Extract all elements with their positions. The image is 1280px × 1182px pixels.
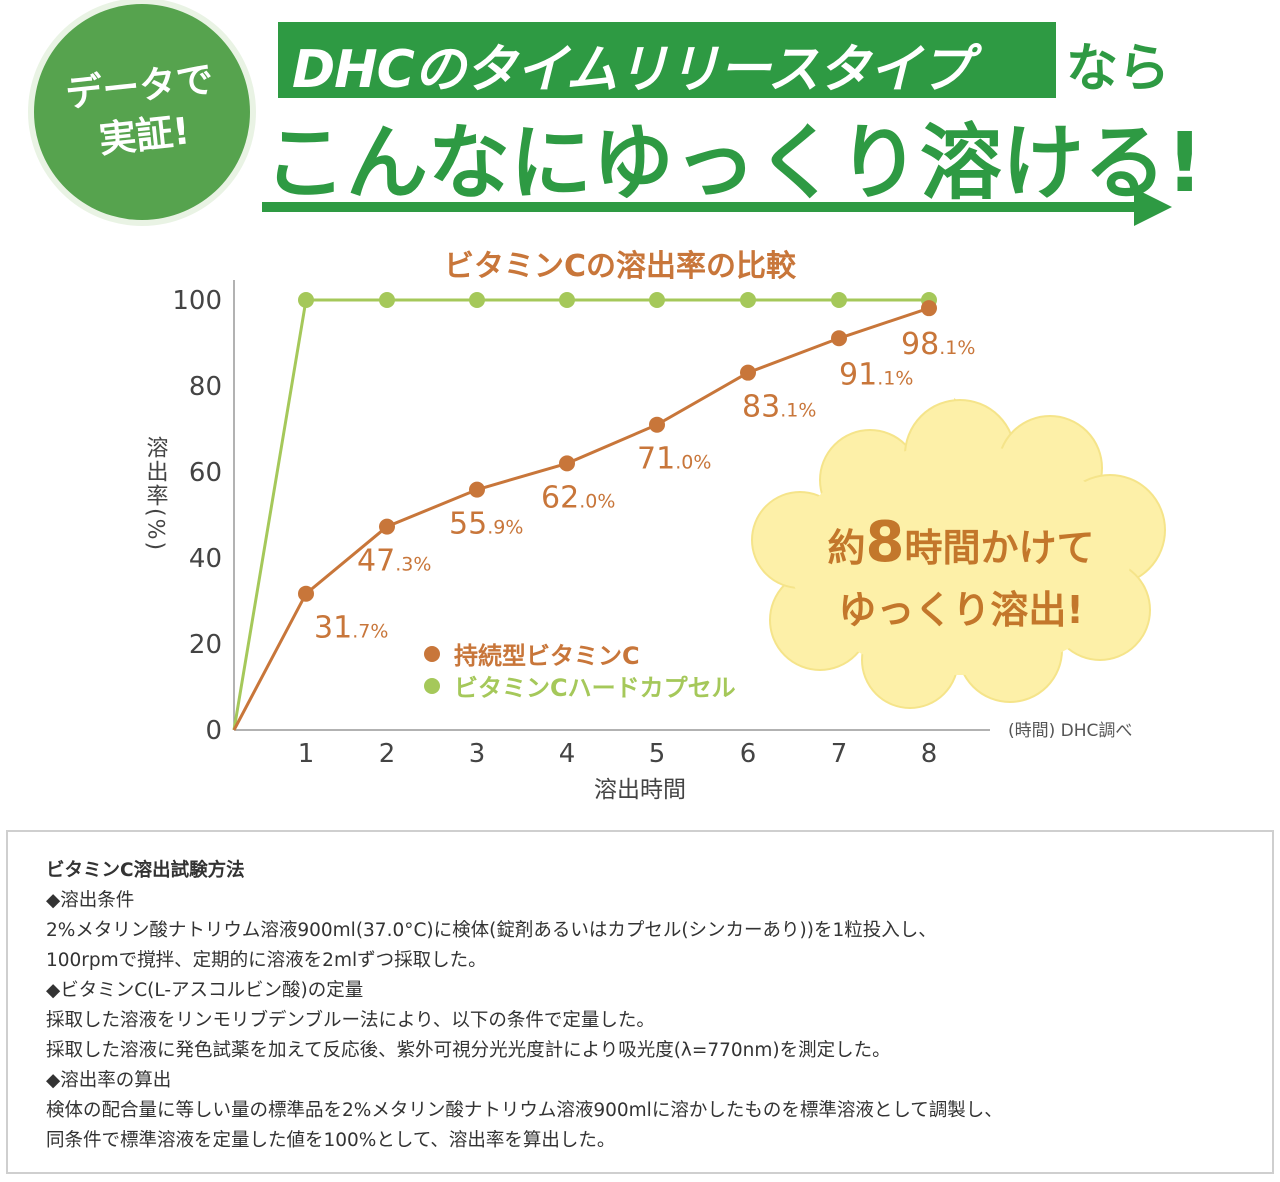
x-tick-label: 5 (649, 739, 666, 769)
method-line: 2%メタリン酸ナトリウム溶液900ml(37.0°C)に検体(錠剤あるいはカプセ… (46, 920, 937, 941)
chart-title: ビタミンCの溶出率の比較 (444, 249, 797, 284)
method-line: 同条件で標準溶液を定量した値を100%として、溶出率を算出した。 (46, 1130, 616, 1151)
headline-boxed-text: DHCのタイムリリースタイプ (292, 40, 972, 100)
capsule-series-point (469, 292, 485, 308)
x-tick-label: 3 (469, 739, 486, 769)
x-tick-label: 8 (921, 739, 938, 769)
legend-marker-orange (424, 646, 440, 662)
method-line: 採取した溶液をリンモリブデンブルー法により、以下の条件で定量した。 (46, 1010, 655, 1031)
callout-post: 時間かけて (904, 526, 1095, 570)
data-label: 47.3% (357, 544, 431, 579)
x-tick-label: 4 (559, 739, 576, 769)
method-line: 検体の配合量に等しい量の標準品を2%メタリン酸ナトリウム溶液900mlに溶かした… (46, 1100, 1003, 1121)
callout-pre: 約 (827, 526, 866, 570)
headline-arrow-icon (262, 188, 1172, 226)
y-tick-label: 20 (189, 630, 222, 660)
headline-main: こんなにゆっくり溶ける! (264, 116, 1204, 211)
sustained-series-point (379, 518, 395, 535)
callout-line-2: ゆっくり溶出! (838, 588, 1084, 633)
callout-number: 8 (865, 510, 905, 575)
method-line: 100rpmで撹拌、定期的に溶液を2mlずつ採取した。 (46, 950, 487, 971)
sustained-series-point (921, 300, 937, 317)
data-label: 98.1% (901, 327, 975, 362)
method-line: ◆ビタミンC(L-アスコルビン酸)の定量 (46, 980, 364, 1001)
badge-line-1: データで (63, 57, 216, 116)
headline-tail: なら (1066, 39, 1171, 99)
legend-label-green: ビタミンCハードカプセル (454, 674, 736, 702)
data-label: 83.1% (742, 390, 816, 425)
y-tick-label: 0 (205, 716, 222, 746)
x-unit-note: (時間) DHC調べ (1008, 721, 1132, 741)
method-title: ビタミンC溶出試験方法 (46, 860, 245, 881)
y-axis-label: 溶出率(%) (143, 436, 169, 552)
legend-marker-green (424, 678, 440, 694)
sustained-series-point (649, 416, 665, 433)
capsule-series-point (298, 292, 314, 308)
sustained-series-point (559, 455, 575, 472)
x-tick-label: 2 (379, 739, 396, 769)
sustained-series-point (740, 364, 756, 381)
capsule-series-point (831, 292, 847, 308)
badge-line-2: 実証! (97, 109, 192, 162)
x-tick-label: 1 (298, 739, 315, 769)
y-tick-label: 80 (189, 372, 222, 402)
sustained-series-point (298, 585, 314, 602)
capsule-series-point (379, 292, 395, 308)
legend-label-orange: 持続型ビタミンC (454, 642, 640, 670)
method-line: 採取した溶液に発色試薬を加えて反応後、紫外可視分光光度計により吸光度(λ=770… (46, 1040, 891, 1061)
x-axis-label: 溶出時間 (594, 777, 686, 803)
capsule-series-point (740, 292, 756, 308)
data-label: 71.0% (637, 442, 711, 477)
sustained-series-point (831, 330, 847, 347)
sustained-series-point (469, 481, 485, 498)
data-label: 62.0% (541, 480, 615, 515)
cloud-callout-text: 約8時間かけて ゆっくり溶出! (786, 502, 1136, 638)
y-tick-label: 40 (189, 544, 222, 574)
method-line: ◆溶出率の算出 (46, 1070, 172, 1091)
capsule-series-point (559, 292, 575, 308)
data-proof-badge: データで 実証! (23, 0, 261, 231)
test-method-panel: ビタミンC溶出試験方法 ◆溶出条件 2%メタリン酸ナトリウム溶液900ml(37… (6, 830, 1274, 1174)
data-label: 31.7% (314, 611, 388, 646)
x-tick-label: 6 (740, 739, 757, 769)
y-tick-label: 100 (172, 286, 222, 316)
method-line: ◆溶出条件 (46, 890, 135, 911)
dissolution-chart: ビタミンCの溶出率の比較 0 20 40 60 80 100 1 2 3 4 5 6 7 8 溶出率(%… (143, 249, 1133, 803)
data-label: 55.9% (449, 507, 523, 542)
x-tick-label: 7 (831, 739, 848, 769)
y-tick-label: 60 (189, 458, 222, 488)
capsule-series-point (649, 292, 665, 308)
headline-box: DHCのタイムリリースタイプ (278, 22, 1056, 100)
data-label: 91.1% (839, 357, 913, 392)
